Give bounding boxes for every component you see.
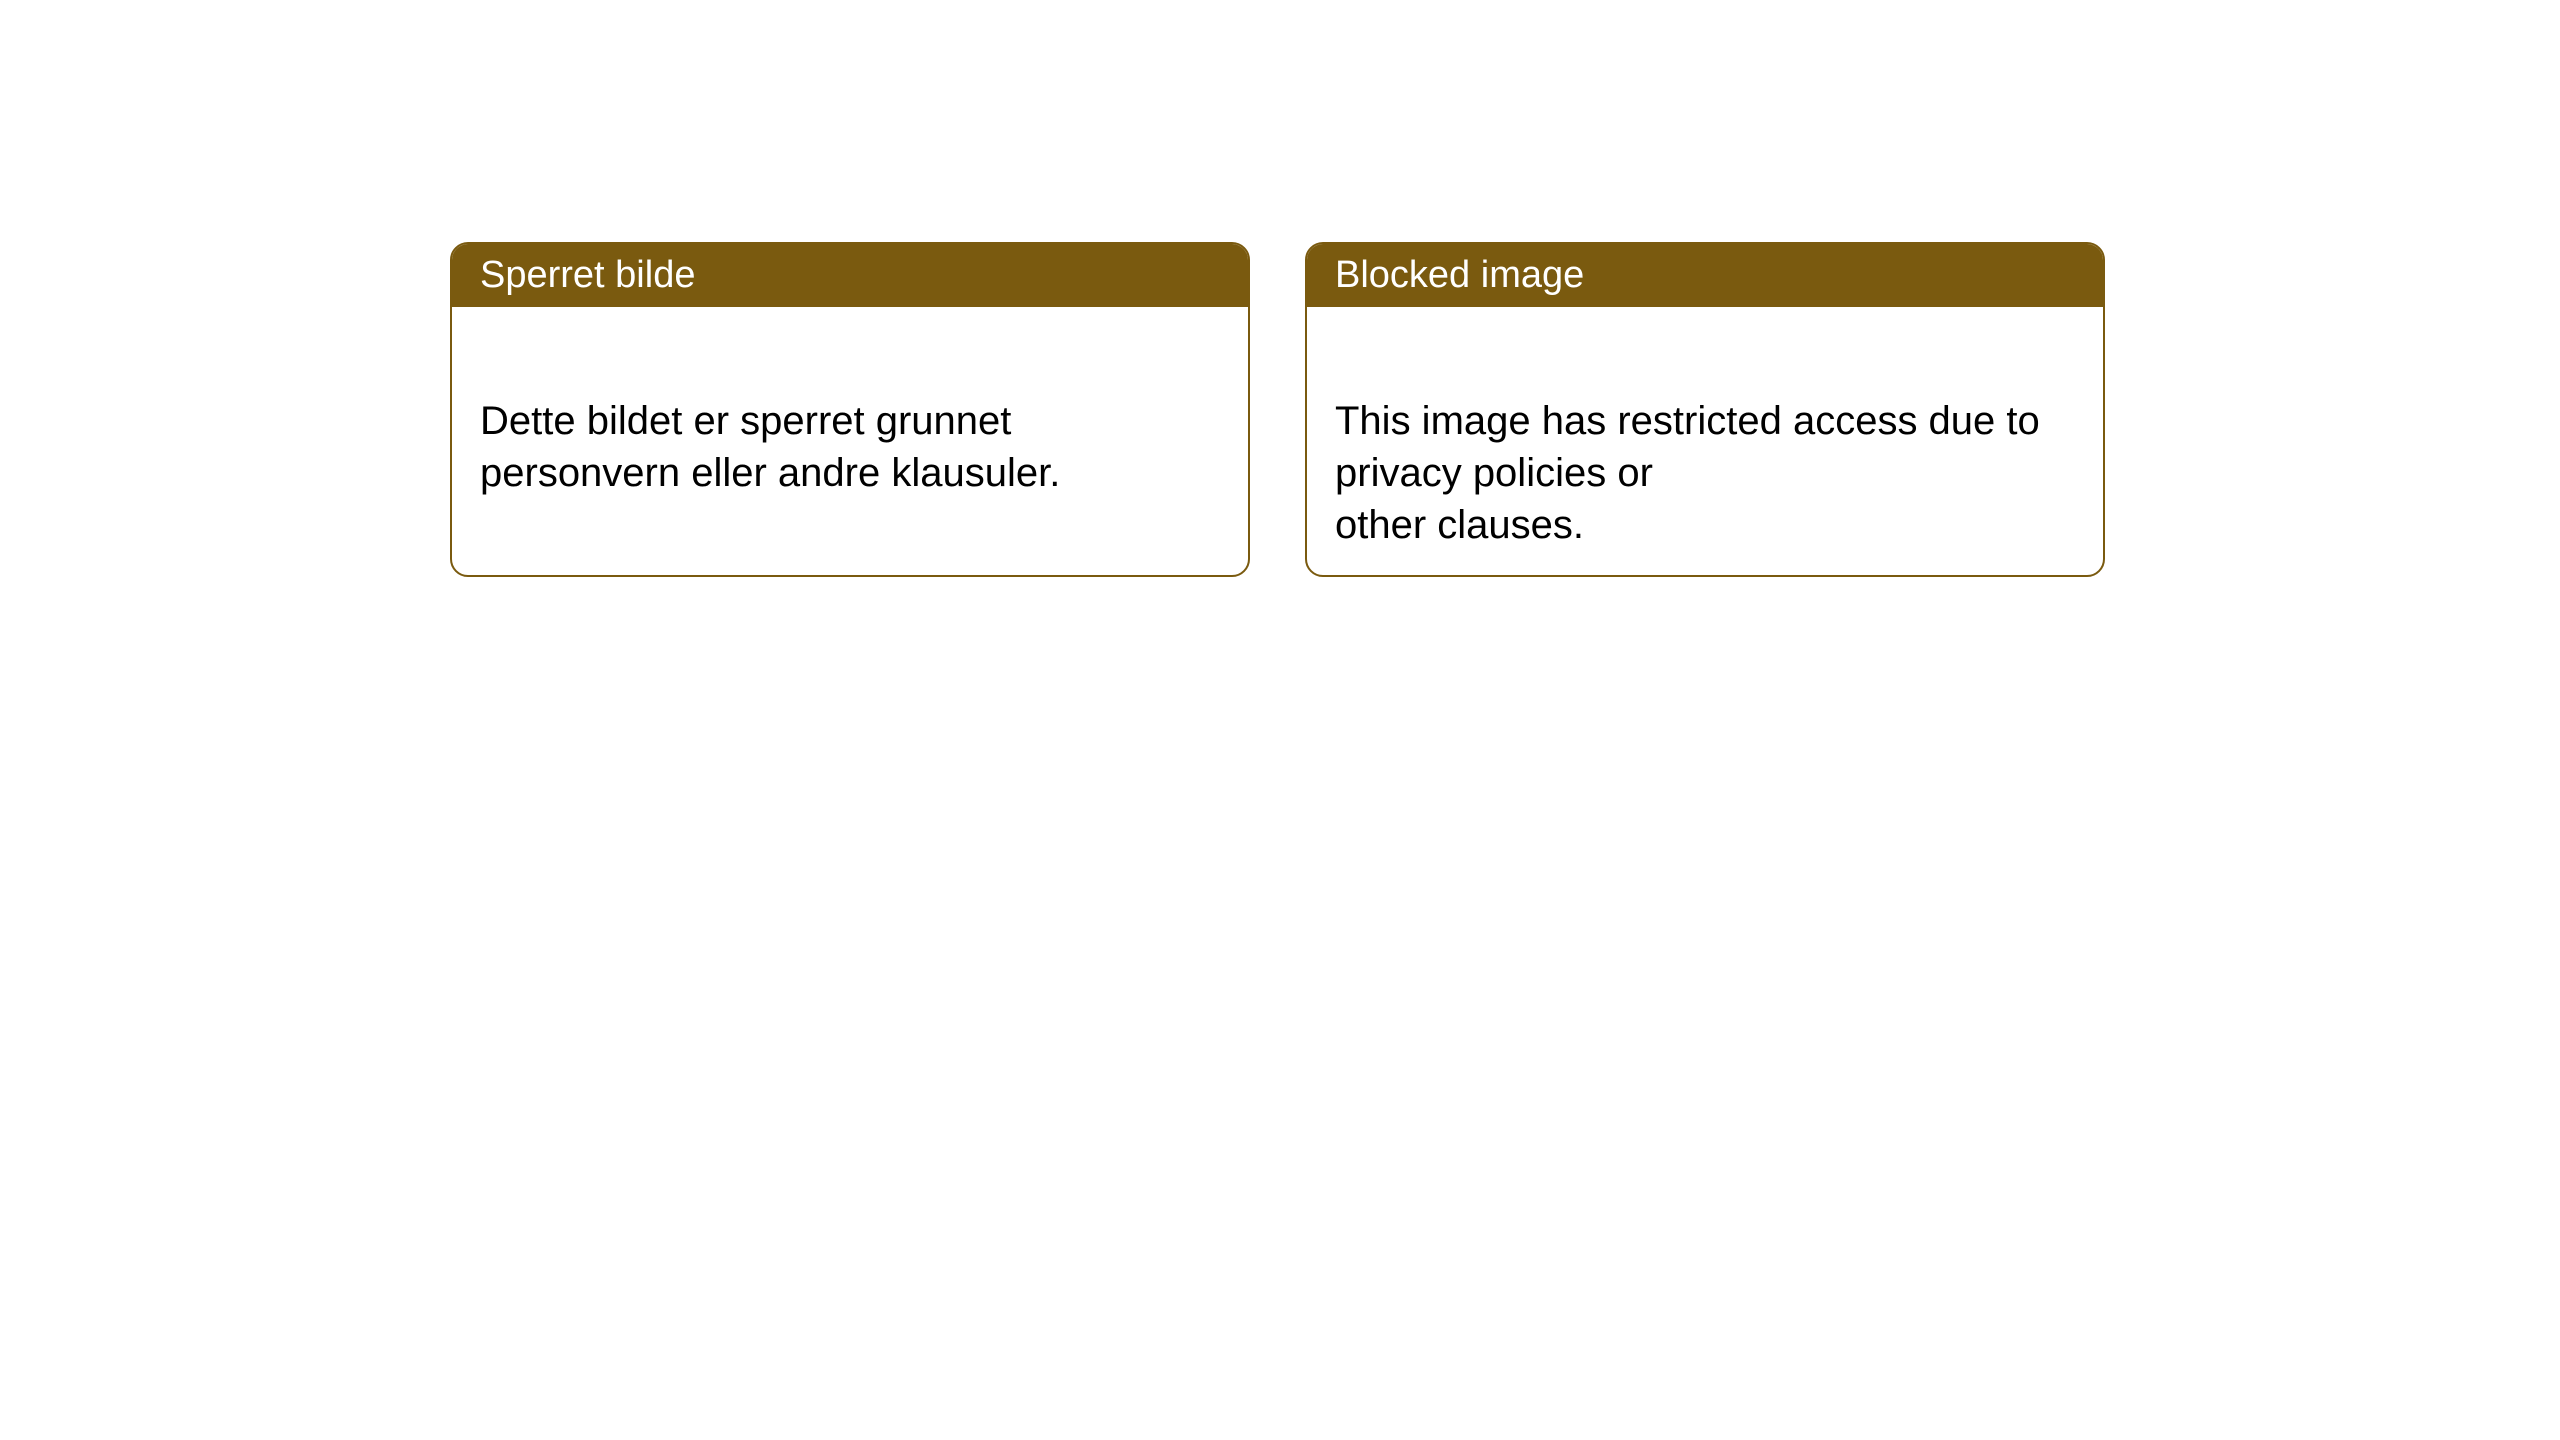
notice-title: Sperret bilde	[480, 254, 695, 296]
notice-container: Sperret bilde Dette bildet er sperret gr…	[450, 242, 2105, 577]
notice-message: This image has restricted access due to …	[1335, 399, 2040, 547]
notice-message: Dette bildet er sperret grunnet personve…	[480, 399, 1060, 495]
notice-header: Sperret bilde	[452, 244, 1248, 307]
notice-card-norwegian: Sperret bilde Dette bildet er sperret gr…	[450, 242, 1250, 577]
notice-card-english: Blocked image This image has restricted …	[1305, 242, 2105, 577]
notice-header: Blocked image	[1307, 244, 2103, 307]
notice-title: Blocked image	[1335, 254, 1584, 296]
notice-body: This image has restricted access due to …	[1307, 307, 2103, 577]
notice-body: Dette bildet er sperret grunnet personve…	[452, 307, 1248, 535]
